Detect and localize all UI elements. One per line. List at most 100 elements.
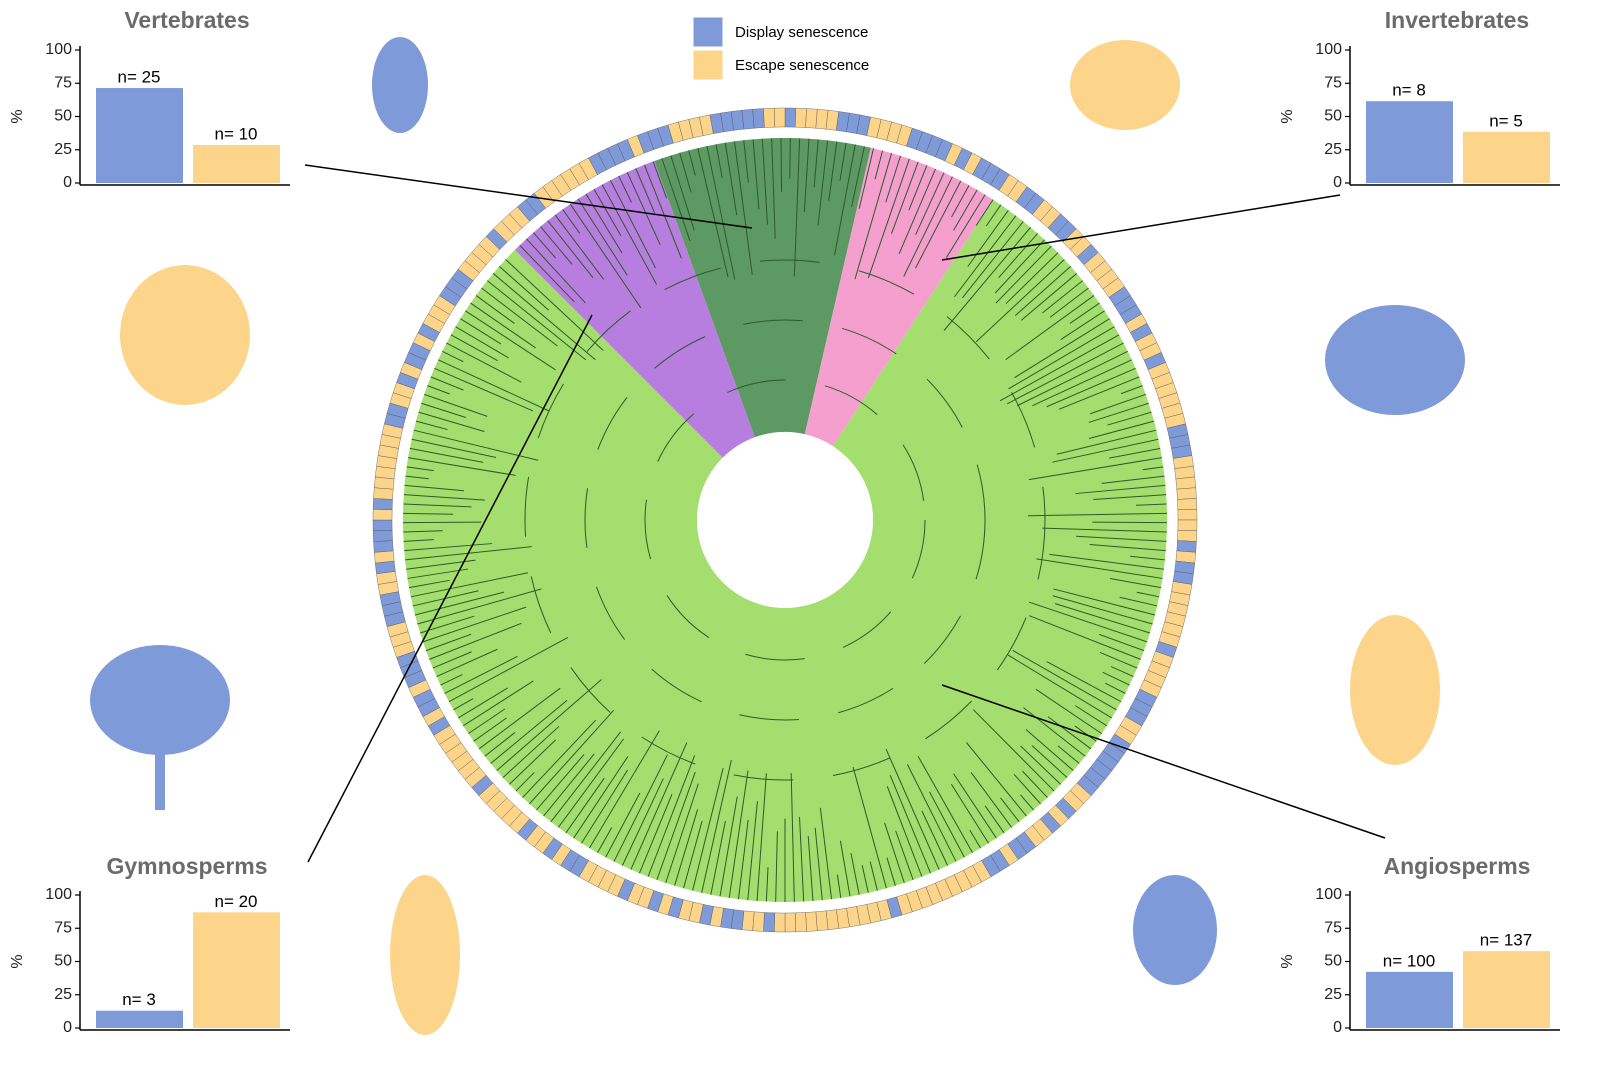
y-tick-label: 0 [1333,174,1342,191]
branch [950,783,989,844]
tip-state [1174,465,1195,480]
branch [1075,484,1166,495]
branch [403,539,434,542]
branch [852,766,887,889]
branch [1046,367,1136,408]
branch [951,185,970,218]
branch [728,770,749,898]
y-tick-label: 0 [63,174,72,191]
branch [799,816,805,902]
phylogeny [372,107,1198,933]
branch [1135,503,1167,506]
branch [1089,544,1166,552]
panel-title: Vertebrates [124,7,249,33]
branch [540,226,573,265]
branch [457,687,508,719]
bar-annotation: n= 5 [1489,111,1523,130]
branch [1058,376,1140,410]
branch [508,739,557,785]
tree-center [697,432,873,608]
branch [1036,558,1163,579]
branch [710,821,726,895]
branch [450,334,498,362]
branch [1005,252,1059,304]
branch [585,193,623,254]
branch [819,807,833,900]
branch [1025,729,1074,771]
branch [490,699,568,764]
branch [1074,725,1097,742]
branch [1105,682,1126,694]
branch [1142,466,1164,471]
leader-line [307,314,593,863]
bar [1463,131,1550,183]
bar [1463,951,1550,1028]
branch [478,687,561,750]
tip-state [372,498,393,510]
branch [793,138,801,277]
branch [692,767,724,891]
branch [1102,671,1130,686]
branch [605,792,641,858]
branch [403,512,454,515]
branch [679,152,692,193]
bar-panel: Vertebrates% 0 25 50 75 100 n= 25 n= 10 [9,7,290,191]
bar [1366,971,1453,1028]
branch [499,266,549,311]
branch [908,165,928,211]
branch [462,680,534,727]
branch [790,773,795,902]
branch [670,155,695,231]
y-tick-label: 75 [54,919,72,936]
branch [475,295,515,324]
tip-state [373,487,394,500]
branch [430,376,464,391]
branch [455,326,509,359]
branch [697,147,729,278]
branch [543,753,595,817]
branch [1028,512,1167,517]
branch [1074,705,1108,727]
branch [1046,661,1122,703]
branch [424,393,488,417]
branch-arc [644,379,926,661]
branch [438,359,550,412]
bar-annotation: n= 20 [214,892,257,911]
tip-state [795,107,807,128]
tip-state [1175,476,1196,490]
branch [1120,385,1143,395]
y-tick-label: 25 [1324,141,1342,158]
silhouette [1350,615,1440,765]
branch [1047,716,1092,750]
branch [850,853,860,895]
leader-line [304,164,753,229]
branch [1088,402,1149,423]
y-tick-label: 75 [1324,919,1342,936]
branch [1020,794,1034,811]
branch [969,829,982,849]
branch [515,772,535,792]
branch [898,168,936,254]
branch [414,591,505,616]
y-tick-label: 50 [54,108,72,125]
branch [953,773,997,839]
tip-state [752,911,765,932]
branch [496,679,602,771]
branch [761,138,768,225]
branch [408,457,516,476]
branch [1109,577,1162,589]
branch [1088,420,1155,440]
tip-state [1177,519,1198,531]
y-tick-label: 50 [1324,108,1342,125]
branch [1049,287,1089,318]
y-axis-label: % [9,109,26,123]
branch [1042,527,1167,533]
clade-invertebrates [804,147,994,447]
tip-state [1176,540,1197,553]
branch [1007,342,1124,405]
bar-annotation: n= 8 [1392,81,1426,100]
branch [817,140,829,226]
branch [885,748,940,870]
branch [533,232,557,259]
branch [743,140,749,183]
